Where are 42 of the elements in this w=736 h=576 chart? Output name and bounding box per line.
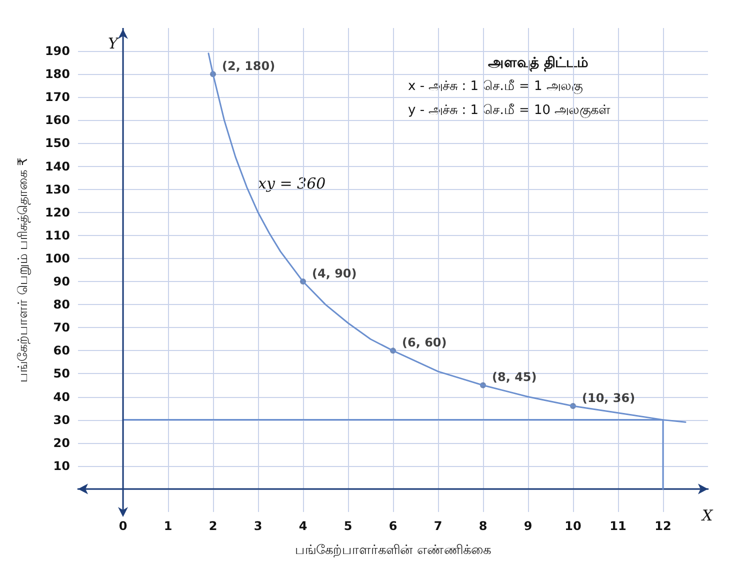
x-tick-label: 7 [434, 519, 442, 533]
data-label: (4, 90) [312, 266, 357, 281]
x-axis-title: பங்கேற்பாளர்களின் எண்ணிக்கை [294, 543, 492, 558]
x-tick-label: 1 [164, 519, 172, 533]
y-tick-label: 70 [53, 320, 70, 335]
x-tick-label: 8 [478, 519, 488, 533]
x-tick-label: 10 [564, 519, 582, 533]
data-label: (10, 36) [582, 390, 636, 405]
y-tick-label: 60 [53, 344, 70, 358]
x-tick-label: 2 [208, 519, 218, 533]
x-tick-label: 12 [654, 519, 672, 533]
annotation: Y [108, 34, 120, 52]
y-tick-label: 100 [44, 251, 70, 266]
y-tick-label: 30 [53, 412, 70, 427]
x-tick-label: 11 [610, 519, 626, 533]
data-label: (6, 60) [402, 336, 447, 350]
x-tick-label: 5 [344, 519, 352, 533]
y-tick-label: 80 [53, 298, 70, 312]
x-tick-label: 0 [118, 519, 128, 533]
y-tick-label: 160 [44, 113, 70, 128]
x-tick-label: 6 [388, 519, 398, 533]
y-tick-label: 120 [44, 205, 70, 220]
y-tick-label: 140 [44, 159, 70, 174]
y-tick-label: 180 [44, 67, 70, 82]
x-tick-label: 4 [298, 519, 308, 533]
y-tick-label: 10 [53, 458, 70, 473]
x-tick-label: 3 [254, 519, 262, 533]
y-tick-label: 150 [44, 136, 70, 150]
y-tick-label: 20 [53, 436, 70, 450]
x-tick-label: 9 [524, 519, 532, 533]
annotation: X [701, 506, 714, 524]
y-tick-label: 130 [44, 182, 70, 196]
y-axis-title: பங்கேற்பாளர் பெறும் பரிசுத்தொகை ₹ [16, 158, 31, 382]
data-label: (2, 180) [222, 59, 276, 74]
y-tick-label: 190 [44, 44, 70, 58]
y-tick-label: 50 [53, 366, 70, 381]
data-label: (8, 45) [492, 370, 537, 384]
y-tick-label: 170 [44, 90, 70, 104]
annotation: அளவுத் திட்டம் [488, 55, 588, 72]
y-tick-label: 40 [53, 390, 70, 404]
y-tick-label: 90 [53, 274, 70, 289]
y-tick-label: 110 [44, 228, 70, 242]
